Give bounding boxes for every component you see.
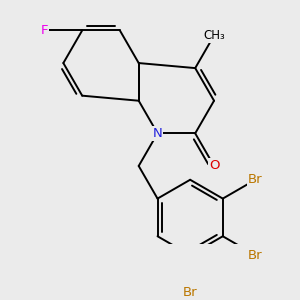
Text: Br: Br <box>248 249 263 262</box>
Text: F: F <box>41 24 48 37</box>
Text: Br: Br <box>183 286 197 299</box>
Text: CH₃: CH₃ <box>203 29 225 42</box>
Text: O: O <box>209 160 219 172</box>
Text: N: N <box>153 127 162 140</box>
Text: Br: Br <box>248 173 263 186</box>
